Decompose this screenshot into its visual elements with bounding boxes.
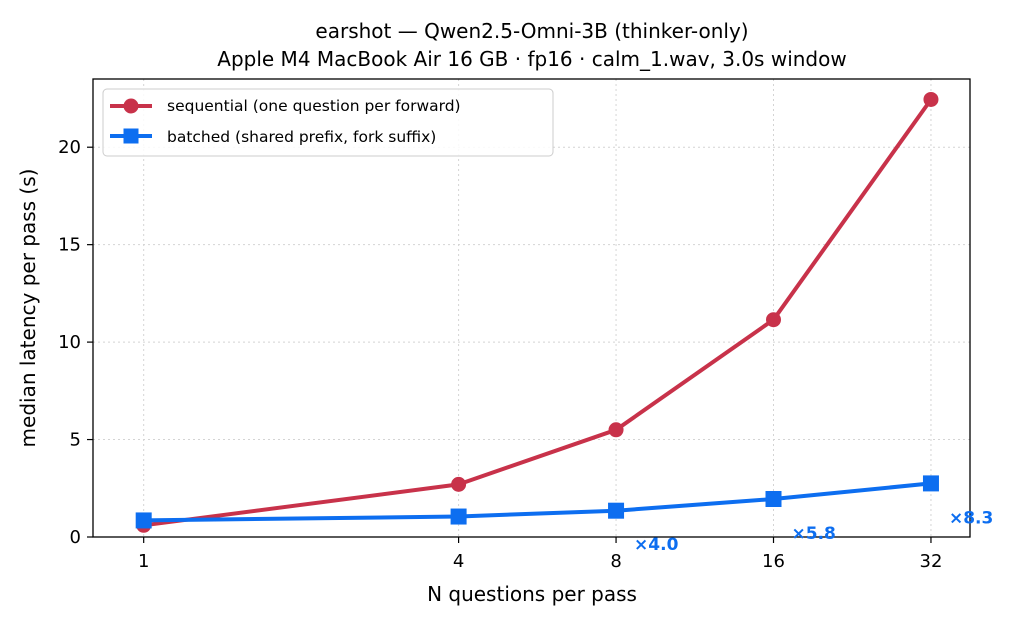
data-point-sequential	[451, 476, 467, 492]
data-point-sequential	[923, 91, 939, 107]
speedup-annotation: ×5.8	[792, 524, 836, 544]
legend-frame	[102, 88, 554, 157]
x-tick-label: 16	[762, 551, 785, 572]
legend-label-batched: batched (shared prefix, fork suffix)	[167, 128, 436, 146]
x-axis-label: N questions per pass	[427, 582, 637, 606]
ticks: 1 4 8 16 32 0 5 10 15 20	[58, 137, 942, 572]
speedup-annotation: ×4.0	[634, 535, 679, 555]
x-tick-label: 32	[920, 551, 943, 572]
x-tick-label: 1	[138, 551, 149, 572]
legend-marker-sequential	[123, 98, 139, 114]
y-tick-label: 10	[58, 332, 81, 353]
x-tick-label: 4	[453, 551, 464, 572]
data-point-batched	[922, 475, 939, 492]
data-point-sequential	[608, 422, 624, 438]
legend: sequential (one question per forward) ba…	[102, 88, 554, 157]
data-point-batched	[765, 490, 782, 507]
annotations: ×4.0 ×5.8 ×8.3	[634, 509, 993, 555]
y-tick-label: 5	[70, 430, 81, 451]
speedup-annotation: ×8.3	[949, 509, 993, 529]
x-tick-label: 8	[610, 551, 621, 572]
plot-frame	[92, 78, 971, 538]
data-point-sequential	[766, 312, 782, 328]
y-tick-label: 0	[70, 527, 81, 548]
y-axis-label: median latency per pass (s)	[16, 169, 40, 448]
legend-marker-batched	[123, 128, 139, 144]
y-tick-label: 20	[58, 137, 81, 158]
data-point-batched	[450, 508, 467, 525]
series-group	[135, 91, 939, 533]
chart-subtitle: Apple M4 MacBook Air 16 GB · fp16 · calm…	[217, 47, 846, 71]
y-tick-label: 15	[58, 235, 81, 256]
data-point-batched	[135, 512, 152, 529]
data-point-batched	[608, 502, 625, 519]
chart-title: earshot — Qwen2.5-Omni-3B (thinker-only)	[315, 19, 748, 43]
legend-label-sequential: sequential (one question per forward)	[167, 97, 461, 115]
